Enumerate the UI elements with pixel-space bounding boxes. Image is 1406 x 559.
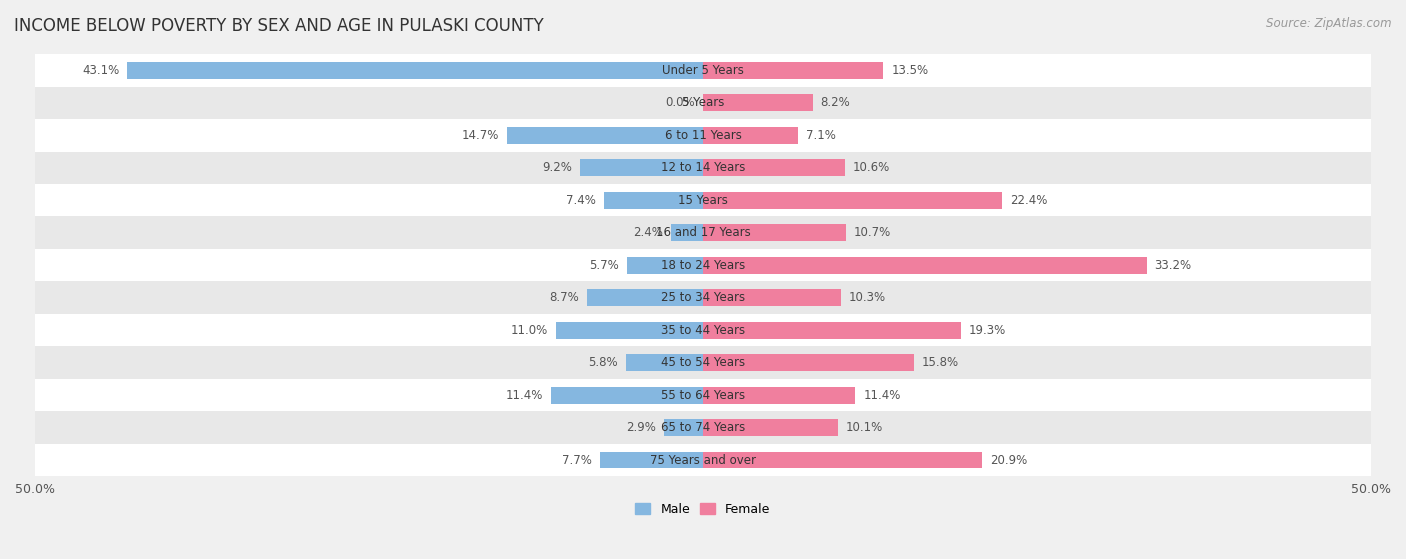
Bar bbox=[35, 281, 1371, 314]
Text: 65 to 74 Years: 65 to 74 Years bbox=[661, 421, 745, 434]
Text: 45 to 54 Years: 45 to 54 Years bbox=[661, 356, 745, 369]
Bar bbox=[703, 127, 797, 144]
Bar bbox=[35, 184, 1371, 216]
Bar bbox=[35, 151, 1371, 184]
Bar bbox=[35, 87, 1371, 119]
Text: 7.1%: 7.1% bbox=[806, 129, 835, 142]
Text: 5.7%: 5.7% bbox=[589, 259, 619, 272]
Text: 25 to 34 Years: 25 to 34 Years bbox=[661, 291, 745, 304]
Bar bbox=[627, 257, 703, 273]
Text: 33.2%: 33.2% bbox=[1154, 259, 1192, 272]
Text: 22.4%: 22.4% bbox=[1011, 194, 1047, 207]
Text: 75 Years and over: 75 Years and over bbox=[650, 453, 756, 467]
Bar bbox=[703, 159, 845, 176]
Text: Under 5 Years: Under 5 Years bbox=[662, 64, 744, 77]
Bar bbox=[35, 216, 1371, 249]
Bar bbox=[703, 419, 838, 436]
Text: 5.8%: 5.8% bbox=[588, 356, 617, 369]
Text: 2.9%: 2.9% bbox=[626, 421, 657, 434]
Bar bbox=[703, 452, 983, 468]
Text: 10.6%: 10.6% bbox=[852, 162, 890, 174]
Bar bbox=[35, 314, 1371, 347]
Bar bbox=[35, 379, 1371, 411]
Bar bbox=[581, 159, 703, 176]
Bar bbox=[626, 354, 703, 371]
Bar bbox=[586, 289, 703, 306]
Text: 8.2%: 8.2% bbox=[821, 96, 851, 110]
Text: 15.8%: 15.8% bbox=[922, 356, 959, 369]
Text: 0.0%: 0.0% bbox=[665, 96, 695, 110]
Text: 6 to 11 Years: 6 to 11 Years bbox=[665, 129, 741, 142]
Text: 15 Years: 15 Years bbox=[678, 194, 728, 207]
Bar bbox=[671, 224, 703, 241]
Text: 35 to 44 Years: 35 to 44 Years bbox=[661, 324, 745, 337]
Text: 11.0%: 11.0% bbox=[510, 324, 548, 337]
Text: 16 and 17 Years: 16 and 17 Years bbox=[655, 226, 751, 239]
Bar bbox=[555, 321, 703, 339]
Bar bbox=[35, 444, 1371, 476]
Bar bbox=[703, 354, 914, 371]
Bar bbox=[35, 411, 1371, 444]
Bar bbox=[703, 224, 846, 241]
Bar bbox=[551, 387, 703, 404]
Text: 19.3%: 19.3% bbox=[969, 324, 1007, 337]
Bar bbox=[703, 387, 855, 404]
Text: 2.4%: 2.4% bbox=[633, 226, 662, 239]
Text: 10.3%: 10.3% bbox=[849, 291, 886, 304]
Text: 10.7%: 10.7% bbox=[853, 226, 891, 239]
Bar bbox=[35, 347, 1371, 379]
Text: 8.7%: 8.7% bbox=[548, 291, 579, 304]
Bar bbox=[605, 192, 703, 209]
Bar bbox=[127, 62, 703, 79]
Text: 12 to 14 Years: 12 to 14 Years bbox=[661, 162, 745, 174]
Bar bbox=[703, 94, 813, 111]
Text: 18 to 24 Years: 18 to 24 Years bbox=[661, 259, 745, 272]
Text: 5 Years: 5 Years bbox=[682, 96, 724, 110]
Text: 14.7%: 14.7% bbox=[461, 129, 499, 142]
Text: 20.9%: 20.9% bbox=[990, 453, 1028, 467]
Text: 7.4%: 7.4% bbox=[567, 194, 596, 207]
Text: 43.1%: 43.1% bbox=[82, 64, 120, 77]
Bar bbox=[703, 62, 883, 79]
Text: 7.7%: 7.7% bbox=[562, 453, 592, 467]
Bar bbox=[35, 119, 1371, 151]
Bar bbox=[506, 127, 703, 144]
Bar bbox=[703, 289, 841, 306]
Text: Source: ZipAtlas.com: Source: ZipAtlas.com bbox=[1267, 17, 1392, 30]
Text: 9.2%: 9.2% bbox=[543, 162, 572, 174]
Text: 11.4%: 11.4% bbox=[505, 389, 543, 401]
Legend: Male, Female: Male, Female bbox=[630, 498, 776, 520]
Bar bbox=[600, 452, 703, 468]
Text: 13.5%: 13.5% bbox=[891, 64, 928, 77]
Text: 11.4%: 11.4% bbox=[863, 389, 901, 401]
Bar bbox=[703, 257, 1146, 273]
Bar bbox=[664, 419, 703, 436]
Bar bbox=[35, 54, 1371, 87]
Text: 55 to 64 Years: 55 to 64 Years bbox=[661, 389, 745, 401]
Text: 10.1%: 10.1% bbox=[846, 421, 883, 434]
Bar bbox=[35, 249, 1371, 281]
Text: INCOME BELOW POVERTY BY SEX AND AGE IN PULASKI COUNTY: INCOME BELOW POVERTY BY SEX AND AGE IN P… bbox=[14, 17, 544, 35]
Bar bbox=[703, 192, 1002, 209]
Bar bbox=[703, 321, 960, 339]
